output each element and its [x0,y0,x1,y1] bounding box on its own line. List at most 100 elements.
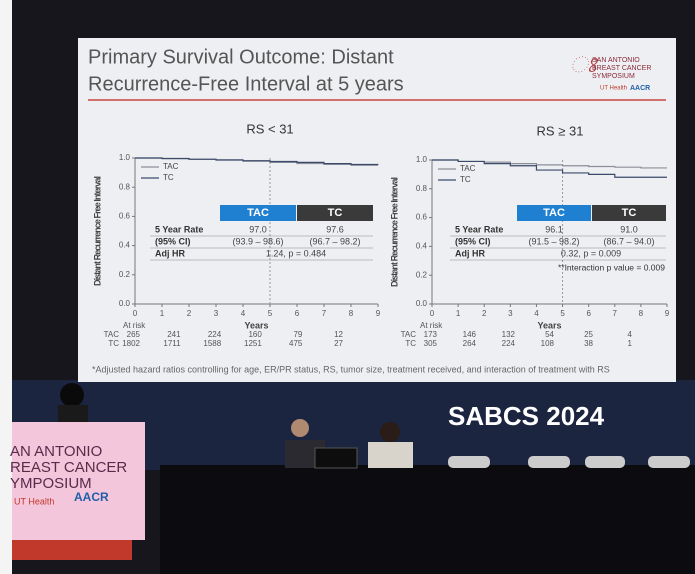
table-cell: 91.0 [620,224,638,234]
table-row-label: Adj HR [155,248,185,258]
x-tick-label: 5 [560,309,565,318]
slide-title: Primary Survival Outcome: Distant [88,46,394,68]
table-cell: (93.9 – 98.6) [232,236,283,246]
x-tick-label: 3 [508,309,513,318]
at-risk-count: 1 [628,339,633,348]
at-risk-count: 224 [208,330,222,339]
event-label: SABCS 2024 [448,401,605,431]
at-risk-count: 12 [334,330,343,339]
y-tick-label: 0.0 [119,299,131,308]
at-risk-group: TC [405,339,416,348]
table-header [220,205,296,221]
y-tick-label: 1.0 [119,153,131,162]
at-risk-label: At risk [420,321,443,330]
table-row-label: (95% CI) [155,236,191,246]
x-tick-label: 0 [430,309,435,318]
nameplate [648,456,690,468]
x-tick-label: 8 [349,309,354,318]
page-edge [0,0,12,574]
podium-text: AN ANTONIO [10,443,102,460]
table-cell: 96.1 [545,224,563,234]
at-risk-count: 264 [463,339,477,348]
x-axis-label: Years [537,320,561,330]
at-risk-group: TAC [401,330,417,339]
logo-text: BREAST CANCER [592,65,651,72]
x-tick-label: 6 [586,309,591,318]
table-cell: 97.0 [249,224,267,234]
at-risk-count: 4 [628,330,633,339]
at-risk-count: 265 [127,330,141,339]
x-tick-label: 5 [268,309,273,318]
x-tick-label: 4 [534,309,539,318]
x-tick-label: 0 [133,309,138,318]
nameplate [528,456,570,468]
at-risk-count: 54 [545,330,554,339]
y-tick-label: 0.8 [416,184,428,193]
table-row-label: Adj HR [455,248,485,258]
y-tick-label: 0.8 [119,182,131,191]
table-header-label: TC [622,207,637,219]
at-risk-count: 224 [502,339,516,348]
x-tick-label: 1 [160,309,165,318]
y-axis-label: Distant Recurrence Free Interval [389,177,399,287]
at-risk-count: 241 [167,330,181,339]
chart-title: RS < 31 [246,121,293,136]
km-curve [135,157,379,166]
y-tick-label: 0.6 [416,213,428,222]
y-tick-label: 0.4 [416,242,428,251]
legend-label: TAC [163,162,179,171]
y-tick-label: 0.6 [119,212,131,221]
at-risk-group: TC [108,339,119,348]
at-risk-count: 27 [334,339,343,348]
logo-text: SAN ANTONIO [592,57,640,64]
table-header [517,205,591,221]
table-cell: 97.6 [326,224,344,234]
podium-text: UT Health [14,496,54,506]
table-header-label: TC [328,207,343,219]
at-risk-count: 1802 [122,339,140,348]
table-cell: 0.32, p = 0.009 [561,248,621,258]
x-tick-label: 6 [295,309,300,318]
legend-label: TC [460,175,471,184]
podium [12,422,145,540]
nameplate [585,456,625,468]
at-risk-count: 38 [584,339,593,348]
table-cell: (91.5 – 98.2) [528,236,579,246]
nameplate [448,456,490,468]
podium-base [12,540,132,560]
x-tick-label: 7 [322,309,327,318]
at-risk-count: 146 [463,330,477,339]
at-risk-group: TAC [104,330,120,339]
at-risk-count: 108 [541,339,555,348]
at-risk-count: 132 [502,330,516,339]
laptop [314,447,358,469]
table-cell: (86.7 – 94.0) [603,236,654,246]
y-tick-label: 1.0 [416,155,428,164]
panel-table [160,465,695,574]
at-risk-count: 25 [584,330,593,339]
at-risk-count: 475 [289,339,303,348]
x-tick-label: 3 [214,309,219,318]
x-tick-label: 7 [613,309,618,318]
podium-text: AACR [74,490,109,504]
logo-text: AACR [630,85,650,92]
annotation: **Interaction p value = 0.009 [558,262,665,272]
panelist-head [380,422,400,442]
at-risk-count: 305 [424,339,438,348]
podium-text: REAST CANCER [10,459,127,476]
table-header [592,205,666,221]
at-risk-count: 1251 [244,339,262,348]
legend-label: TC [163,173,174,182]
x-tick-label: 4 [241,309,246,318]
x-tick-label: 9 [665,309,670,318]
y-tick-label: 0.4 [119,241,131,250]
at-risk-count: 160 [248,330,262,339]
logo-text: SYMPOSIUM [592,73,635,80]
table-cell: 1.24, p = 0.484 [266,248,326,258]
presenter-head [60,383,84,407]
legend-label: TAC [460,164,476,173]
x-axis-label: Years [244,320,268,330]
table-row-label: 5 Year Rate [155,224,203,234]
